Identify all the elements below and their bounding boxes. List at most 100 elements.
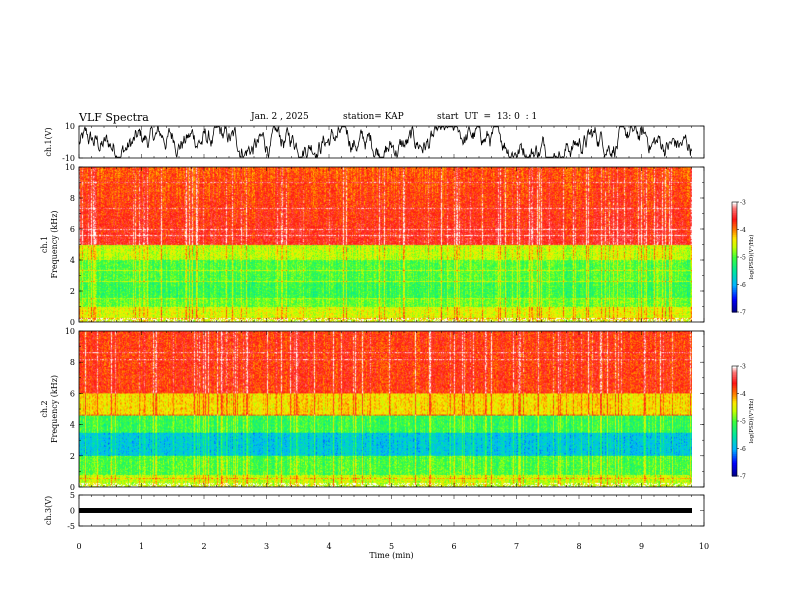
x-tick-label: 9 — [639, 542, 644, 551]
colorbar-swatch — [732, 310, 737, 313]
colorbar-swatch — [732, 393, 737, 396]
colorbar-swatch — [732, 240, 737, 243]
colorbar-swatch — [732, 367, 737, 371]
colorbar-swatch — [732, 229, 737, 232]
colorbar-swatch — [732, 257, 737, 260]
colorbar-swatch — [732, 375, 737, 378]
colorbar-swatch — [732, 295, 737, 298]
colorbar-swatch — [732, 258, 737, 262]
colorbar-swatch — [732, 441, 737, 444]
colorbar-tick-label: -3 — [740, 364, 746, 371]
colorbar-swatch — [732, 397, 737, 400]
colorbar-swatch — [732, 391, 737, 395]
colorbar-swatch — [732, 262, 737, 265]
colorbar-swatch — [732, 422, 737, 426]
y-tick-label: -10 — [62, 154, 75, 163]
ch2-spectrogram-panel: 10 8 6 4 2 0 ch.2 Frequency (kHz) — [40, 327, 705, 492]
colorbar-swatch — [732, 386, 737, 389]
colorbar-tick-label: -6 — [740, 446, 746, 453]
y-tick-label: -5 — [67, 522, 75, 531]
colorbar-swatch — [732, 408, 737, 411]
colorbar-swatch — [732, 222, 737, 225]
colorbar-2: -3 -4 -5 -6 -7 log(PSD)(V²/Hz) — [731, 364, 755, 481]
colorbar-swatch — [732, 455, 737, 459]
colorbar-swatch — [732, 465, 737, 468]
colorbar-swatch — [732, 421, 737, 424]
ch2-spectrogram-ylabel: ch.2 — [40, 400, 49, 417]
colorbar-swatch — [732, 264, 737, 267]
colorbar-swatch — [732, 251, 737, 254]
colorbar-swatch — [732, 384, 737, 387]
colorbar-swatch — [732, 457, 737, 461]
colorbar-swatch — [732, 371, 737, 374]
colorbar-1: -3 -4 -5 -6 -7 log(PSD)(V²/Hz) — [731, 200, 755, 317]
colorbar-swatch — [732, 304, 737, 308]
y-tick-label: 10 — [65, 163, 75, 172]
colorbar-swatch — [732, 253, 737, 256]
colorbar-swatch — [732, 207, 737, 210]
colorbar-swatch — [732, 220, 737, 223]
colorbar-swatch — [732, 430, 737, 433]
colorbar-swatch — [732, 378, 737, 382]
colorbar-swatch — [732, 302, 737, 306]
ch1-waveform-ylabel: ch.1(V) — [44, 127, 53, 156]
ch3-waveform-ylabel: ch.3(V) — [44, 496, 53, 525]
colorbar-swatch — [732, 470, 737, 473]
colorbar-swatch — [732, 424, 737, 428]
colorbar-swatch — [732, 377, 737, 380]
ch3-waveform-panel: 5 0 -5 ch.3(V) 0 1 2 3 4 5 6 7 8 9 10 Time (min) — [44, 491, 709, 560]
colorbar-swatch — [732, 435, 737, 439]
colorbar-swatch — [732, 432, 737, 435]
y-tick-label: 10 — [65, 122, 75, 131]
x-axis-label: Time (min) — [369, 551, 413, 560]
colorbar-swatch — [732, 211, 737, 214]
colorbar-swatch — [732, 463, 737, 466]
ch1-spectrogram-ylabel: ch.1 — [40, 236, 49, 253]
colorbar-swatch — [732, 400, 737, 404]
colorbar-tick-label: -5 — [740, 255, 746, 262]
colorbar-swatch — [732, 410, 737, 413]
colorbar-swatch — [732, 216, 737, 220]
colorbar-swatch — [732, 426, 737, 429]
colorbar-swatch — [732, 439, 737, 442]
x-tick-label: 6 — [451, 542, 456, 551]
colorbar-swatch — [732, 388, 737, 391]
colorbar-swatch — [732, 404, 737, 407]
colorbar-swatch — [732, 269, 737, 273]
colorbar-swatch — [732, 369, 737, 373]
colorbar-label: log(PSD)(V²/Hz) — [748, 235, 755, 280]
y-tick-label: 6 — [70, 389, 75, 398]
y-tick-label: 10 — [65, 327, 75, 336]
colorbar-swatch — [732, 443, 737, 446]
colorbar-swatch — [732, 233, 737, 236]
x-tick-label: 10 — [699, 542, 709, 551]
colorbar-swatch — [732, 415, 737, 418]
colorbar-swatch — [732, 413, 737, 417]
colorbar-swatch — [732, 279, 737, 282]
colorbar-swatch — [732, 450, 737, 453]
y-tick-label: 0 — [70, 483, 75, 492]
colorbar-swatch — [732, 280, 737, 284]
colorbar-swatch — [732, 277, 737, 280]
colorbar-swatch — [732, 288, 737, 291]
colorbar-swatch — [732, 382, 737, 385]
colorbar-swatch — [732, 291, 737, 295]
y-tick-label: 4 — [70, 256, 75, 265]
colorbar-swatch — [732, 290, 737, 293]
colorbar-swatch — [732, 428, 737, 431]
start-time-label: start UT = 13: 0 : 1 — [437, 112, 538, 122]
colorbar-swatch — [732, 366, 737, 369]
colorbar-swatch — [732, 459, 737, 462]
x-tick-label: 0 — [76, 542, 81, 551]
y-tick-label: 8 — [70, 358, 75, 367]
colorbar-swatch — [732, 203, 737, 207]
colorbar-swatch — [732, 297, 737, 300]
colorbar-swatch — [732, 255, 737, 258]
colorbar-tick-label: -7 — [740, 310, 746, 317]
recording-date: Jan. 2 , 2025 — [251, 112, 309, 122]
colorbar-swatch — [732, 373, 737, 376]
y-tick-label: 2 — [70, 452, 75, 461]
colorbar-swatch — [732, 474, 737, 477]
colorbar-swatch — [732, 444, 737, 448]
